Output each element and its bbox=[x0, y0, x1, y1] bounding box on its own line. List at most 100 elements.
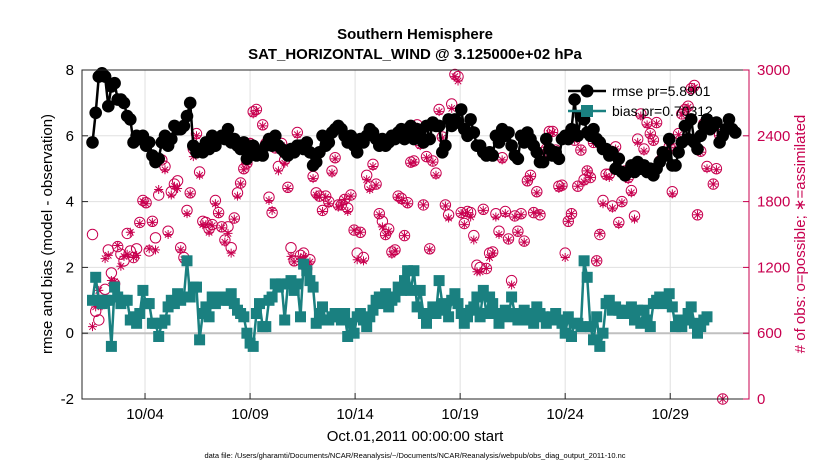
x-axis-label: Oct.01,2011 00:00:00 start bbox=[327, 428, 504, 445]
obs-assimilated-point bbox=[103, 250, 113, 260]
left-y-axis: -2 0 2 4 6 8 bbox=[61, 62, 88, 408]
rmse-point bbox=[240, 152, 254, 166]
bias-point bbox=[335, 314, 347, 326]
rmse-point bbox=[722, 113, 736, 126]
bias-point bbox=[666, 301, 678, 313]
obs-possible-point bbox=[149, 232, 162, 244]
obs-assimilated-point bbox=[371, 180, 381, 190]
obs-assimilated-point bbox=[147, 217, 157, 227]
bias-point bbox=[679, 314, 691, 326]
bias-point bbox=[424, 308, 436, 319]
y2-tick-label: 0 bbox=[757, 391, 765, 408]
bias-point bbox=[178, 291, 190, 303]
obs-assimilated-point bbox=[267, 205, 277, 215]
rmse-point bbox=[269, 129, 282, 143]
bias-point bbox=[317, 301, 328, 313]
y2-tick-label: 1800 bbox=[757, 194, 790, 211]
bias-point bbox=[307, 281, 319, 293]
rmse-point bbox=[568, 93, 581, 106]
rmse-point bbox=[180, 109, 194, 123]
obs-assimilated-point bbox=[592, 256, 602, 266]
bias-point bbox=[594, 340, 606, 352]
bias-point bbox=[376, 298, 388, 310]
obs-assimilated-point bbox=[336, 200, 346, 210]
obs-assimilated-point bbox=[349, 225, 359, 235]
obs-assimilated-point bbox=[173, 183, 183, 193]
bias-point bbox=[150, 317, 161, 329]
obs-assimilated-point bbox=[176, 245, 186, 255]
obs-assimilated-point bbox=[466, 212, 476, 222]
bias-point bbox=[279, 314, 291, 326]
obs-assimilated-point bbox=[264, 196, 274, 206]
obs-assimilated-point bbox=[169, 181, 179, 191]
bias-point bbox=[402, 265, 414, 277]
bias-point bbox=[474, 311, 486, 323]
bias-point bbox=[105, 340, 117, 352]
obs-assimilated-point bbox=[308, 174, 318, 184]
bias-point bbox=[421, 317, 432, 329]
bias-point bbox=[225, 288, 237, 300]
obs-assimilated-point bbox=[579, 177, 589, 187]
bias-point bbox=[417, 308, 429, 319]
bias-point bbox=[701, 311, 713, 323]
bias-point bbox=[339, 308, 351, 319]
rmse-point bbox=[454, 103, 468, 116]
bias-point bbox=[477, 284, 489, 296]
obs-assimilated-point bbox=[422, 153, 432, 163]
obs-assimilated-point bbox=[601, 171, 611, 181]
y2-tick-label: 2400 bbox=[757, 128, 790, 145]
obs-assimilated-point bbox=[280, 158, 290, 168]
obs-possible-point bbox=[565, 208, 578, 220]
bias-point bbox=[137, 284, 149, 296]
bias-point bbox=[408, 265, 420, 277]
obs-assimilated-point bbox=[226, 248, 236, 258]
bias-point bbox=[222, 294, 234, 306]
obs-assimilated-point bbox=[428, 157, 438, 167]
obs-assimilated-point bbox=[318, 206, 328, 216]
obs-possible-point bbox=[398, 229, 411, 242]
bias-point bbox=[632, 304, 644, 316]
obs-possible-point bbox=[591, 255, 603, 267]
rmse-point bbox=[691, 142, 704, 156]
bias-point bbox=[295, 311, 306, 323]
rmse-point bbox=[322, 136, 336, 149]
rmse-point bbox=[142, 136, 156, 149]
obs-assimilated-point bbox=[598, 199, 608, 209]
obs-assimilated-point bbox=[456, 209, 466, 219]
bias-point bbox=[528, 317, 540, 329]
bias-point bbox=[427, 301, 439, 313]
legend: rmse pr=5.8901 bias pr=0.70312 bbox=[568, 83, 713, 119]
obs-assimilated-point bbox=[239, 165, 249, 175]
obs-assimilated-point bbox=[522, 177, 532, 187]
chart-subtitle: SAT_HORIZONTAL_WIND @ 3.125000e+02 hPa bbox=[248, 46, 582, 63]
bias-point bbox=[682, 308, 694, 319]
rmse-point bbox=[98, 70, 112, 83]
bias-point bbox=[172, 288, 184, 300]
obs-assimilated-point bbox=[116, 261, 126, 271]
bias-point bbox=[134, 308, 146, 319]
y2-tick-label: 3000 bbox=[757, 62, 790, 79]
obs-assimilated-point bbox=[283, 183, 293, 193]
x-tick-label: 10/09 bbox=[231, 406, 269, 423]
obs-possible-point bbox=[575, 144, 587, 156]
rmse-point bbox=[467, 126, 481, 139]
bias-point bbox=[468, 301, 480, 313]
obs-assimilated-point bbox=[182, 209, 192, 219]
bias-point bbox=[660, 294, 672, 306]
bias-point bbox=[276, 278, 288, 290]
rmse-point bbox=[464, 113, 477, 126]
obs-possible-point bbox=[572, 180, 584, 192]
obs-assimilated-point bbox=[630, 214, 640, 224]
obs-possible-point bbox=[707, 178, 719, 190]
rmse-point bbox=[423, 132, 437, 146]
bias-point bbox=[348, 327, 360, 339]
rmse-point bbox=[536, 155, 550, 169]
x-tick-label: 10/04 bbox=[126, 406, 164, 423]
bias-point bbox=[209, 298, 221, 310]
obs-assimilated-point bbox=[138, 197, 148, 207]
bias-point bbox=[197, 308, 209, 319]
bias-point bbox=[358, 314, 369, 326]
bias-point bbox=[506, 291, 518, 303]
rmse-point bbox=[303, 146, 317, 159]
obs-assimilated-point bbox=[214, 209, 224, 219]
